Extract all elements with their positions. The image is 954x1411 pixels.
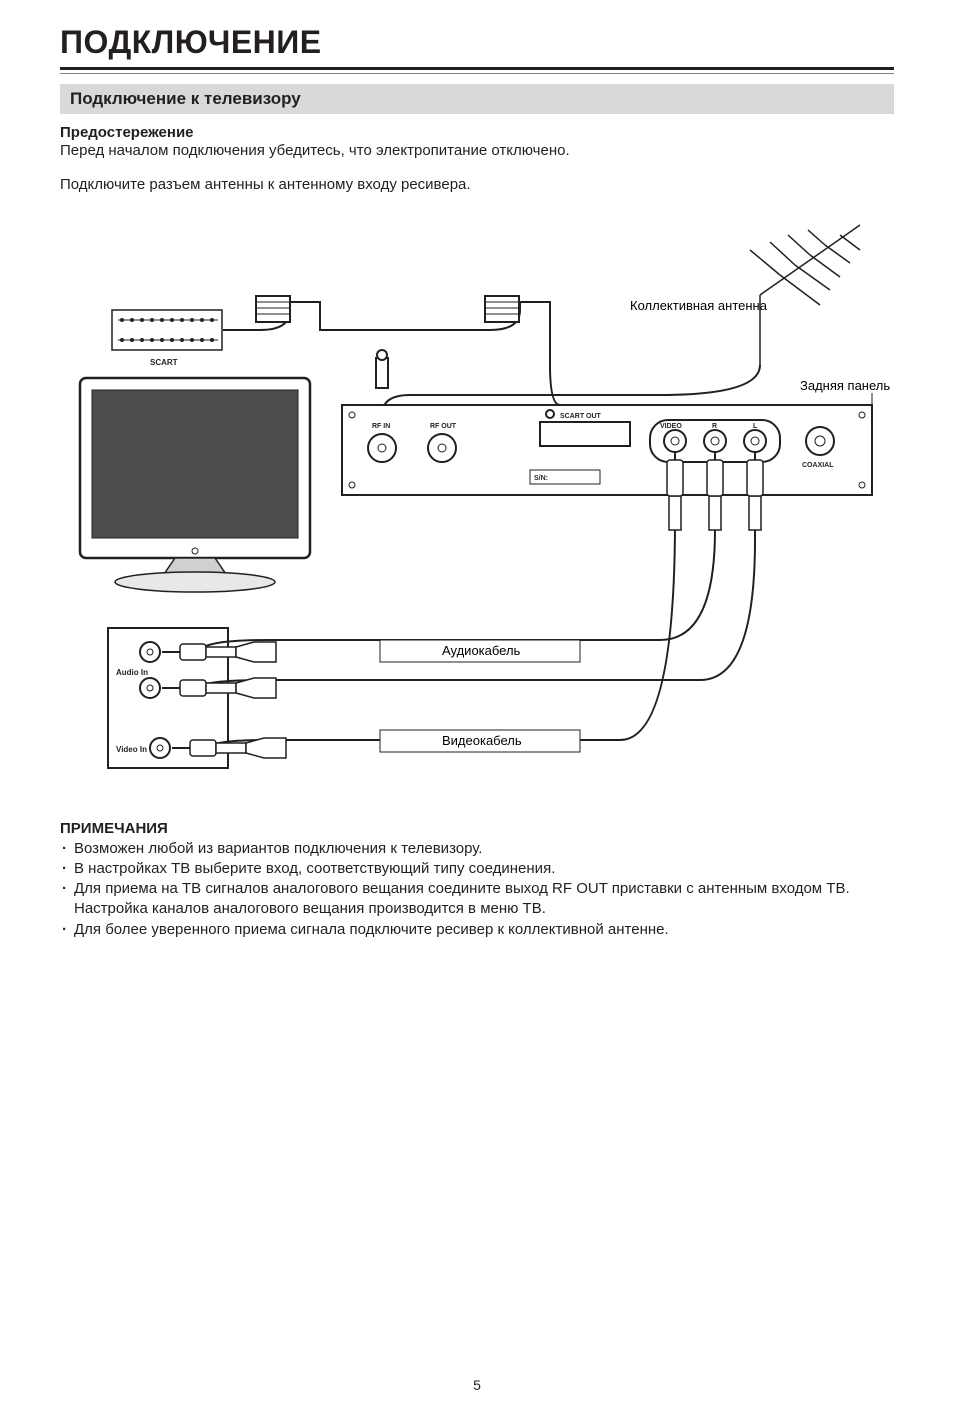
title-rule (60, 67, 894, 74)
rf-out-label: RF OUT (430, 423, 457, 430)
note-item: Для более уверенного приема сигнала подк… (60, 920, 894, 940)
page: ПОДКЛЮЧЕНИЕ Подключение к телевизору Пре… (0, 0, 954, 1411)
instruction-text: Подключите разъем антенны к антенному вх… (60, 175, 894, 195)
notes-list: Возможен любой из вариантов подключения … (60, 839, 894, 940)
audio-in-label: Audio In (116, 668, 148, 677)
coaxial-label: COAXIAL (802, 462, 834, 469)
note-item: Для приема на ТВ сигналов аналогового ве… (60, 879, 894, 920)
video-cable-label: Видеокабель (442, 733, 522, 748)
video-in-label: Video In (116, 745, 147, 754)
antenna-label: Коллективная антенна (630, 298, 768, 313)
note-item: Возможен любой из вариантов подключения … (60, 839, 894, 859)
rf-in-label: RF IN (372, 423, 390, 430)
page-number: 5 (0, 1377, 954, 1393)
l-label: L (753, 423, 758, 430)
page-title: ПОДКЛЮЧЕНИЕ (60, 24, 894, 61)
caution-text: Перед началом подключения убедитесь, что… (60, 141, 894, 161)
section-heading: Подключение к телевизору (60, 84, 894, 114)
connection-diagram: Коллективная антенна SCART (60, 210, 894, 800)
audio-cable-label: Аудиокабель (442, 643, 521, 658)
video-label: VIDEO (660, 423, 682, 430)
scart-label: SCART (150, 358, 178, 367)
antenna-icon (750, 225, 860, 365)
notes-heading: ПРИМЕЧАНИЯ (60, 820, 894, 837)
r-label: R (712, 423, 717, 430)
sn-label: S/N: (534, 475, 548, 482)
rear-panel-label: Задняя панель (800, 378, 890, 393)
receiver-rear-panel: RF IN RF OUT SCART OUT VIDEO R L (342, 405, 872, 495)
scart-connector: SCART (112, 310, 222, 367)
diagram-svg: Коллективная антенна SCART (60, 210, 894, 800)
note-item: В настройках ТВ выберите вход, соответст… (60, 859, 894, 879)
tv-monitor (80, 378, 310, 592)
rca-plugs-top (667, 460, 763, 530)
scart-out-label: SCART OUT (560, 413, 602, 420)
caution-heading: Предостережение (60, 124, 894, 141)
